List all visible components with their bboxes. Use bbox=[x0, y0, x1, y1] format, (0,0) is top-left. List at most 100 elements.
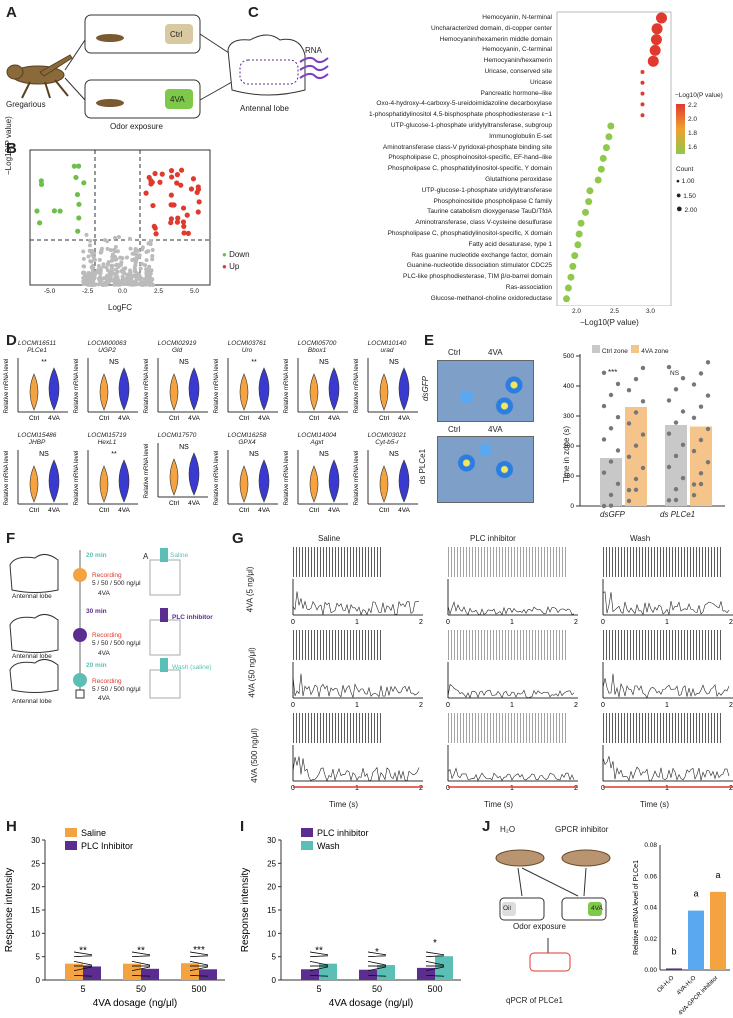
volcano-point-ns bbox=[99, 278, 104, 283]
paired-line bbox=[189, 955, 209, 958]
violin-4va bbox=[258, 459, 270, 503]
x-tick-label: 50 bbox=[136, 984, 146, 994]
rna-squiggle bbox=[299, 56, 329, 80]
enrichment-dotplot bbox=[556, 11, 672, 306]
violin-4va bbox=[48, 367, 60, 411]
psth-xtick: 1 bbox=[665, 619, 669, 625]
volcano-point-ns bbox=[106, 260, 111, 265]
significance-label: ** bbox=[41, 359, 47, 366]
f-recording-1: Recording bbox=[92, 572, 122, 579]
f-lobe-3: Antennal lobe bbox=[12, 698, 52, 705]
bar-4va-zone bbox=[690, 426, 712, 506]
volcano-point-down bbox=[76, 201, 82, 207]
bar bbox=[710, 891, 726, 970]
volcano-point-ns bbox=[137, 273, 142, 278]
paired-line bbox=[189, 951, 209, 956]
f-va-2: 4VA bbox=[98, 650, 110, 657]
y-tick-label: 0.08 bbox=[644, 842, 657, 849]
y-axis-label: Relative mRNA level of PLCe1 bbox=[633, 860, 640, 955]
volcano-point-ns bbox=[125, 272, 130, 277]
paired-line bbox=[189, 960, 209, 966]
data-dot bbox=[705, 393, 711, 398]
volcano-point-ns bbox=[149, 282, 154, 287]
data-dot bbox=[601, 437, 607, 442]
enrichment-dot bbox=[571, 252, 579, 260]
psth-cell: 0 1 2 bbox=[595, 711, 733, 791]
data-dot bbox=[608, 459, 614, 464]
significance-label: * bbox=[375, 947, 379, 958]
enrichment-dot bbox=[640, 91, 645, 96]
legend-swatch-2 bbox=[301, 841, 313, 850]
data-dot bbox=[626, 487, 632, 493]
gene-id: LOCMI03021 bbox=[367, 432, 407, 439]
enrichment-dot bbox=[585, 198, 593, 206]
data-dot bbox=[680, 409, 686, 414]
enrichment-dot bbox=[563, 295, 570, 303]
odor-exposure-label: Odor exposure bbox=[110, 122, 163, 131]
psth-xtick: 2 bbox=[729, 619, 733, 625]
volcano-point-up bbox=[184, 212, 190, 218]
volcano-point-ns bbox=[114, 257, 119, 262]
data-dot bbox=[680, 376, 686, 381]
volcano-point-ns bbox=[105, 246, 110, 251]
violin-ctrl bbox=[239, 465, 249, 503]
volcano-xtick: 2.5 bbox=[154, 288, 164, 295]
spike-raster bbox=[603, 713, 723, 743]
e-ctrl-label-2: Ctrl bbox=[448, 425, 461, 434]
enrichment-dot bbox=[656, 12, 667, 24]
psth-trace bbox=[447, 767, 575, 782]
volcano-point-ns bbox=[146, 241, 151, 246]
significance-label: NS bbox=[179, 444, 189, 451]
bar-ctrl-zone bbox=[600, 458, 622, 506]
psth-histogram: 0 1 2 bbox=[291, 745, 423, 791]
protocol-diagram bbox=[9, 548, 181, 699]
volcano-point-ns bbox=[128, 246, 133, 251]
e-dsgfp-label: dsGFP bbox=[420, 376, 430, 401]
volcano-point-up bbox=[181, 230, 187, 236]
y-tick-label: 0.02 bbox=[644, 936, 657, 943]
volcano-point-ns bbox=[98, 270, 103, 275]
gene-id: LOCMI16258 bbox=[227, 432, 267, 439]
j-gpcr-label: GPCR inhibitor bbox=[555, 825, 609, 834]
volcano-point-ns bbox=[93, 282, 98, 287]
volcano-xtick: -5.0 bbox=[44, 288, 56, 295]
violin-svg: ** Ctrl 4VA Relative mRNA level bbox=[214, 358, 278, 422]
panel-letter-a: A bbox=[6, 4, 17, 21]
x-label-4va: 4VA bbox=[398, 507, 410, 514]
enrichment-dot bbox=[599, 154, 607, 162]
enrichment-term: PLC-like phosphodiesterase, TIM β/α-barr… bbox=[403, 273, 552, 281]
x-label-ctrl: Ctrl bbox=[379, 415, 390, 422]
psth-histogram: 0 1 2 bbox=[601, 662, 733, 708]
psth-histogram: 0 1 2 bbox=[601, 745, 733, 791]
violin-plot: LOCMI05700 Bbox1 NS Ctrl 4VA Relative mRNA le… bbox=[282, 340, 352, 430]
volcano-point-down bbox=[51, 208, 58, 214]
x-label-4va: 4VA bbox=[398, 415, 410, 422]
volcano-point-ns bbox=[84, 232, 89, 237]
data-dot bbox=[691, 493, 697, 498]
psth-xtick: 1 bbox=[355, 702, 359, 708]
volcano-point-ns bbox=[144, 279, 149, 284]
psth-xtick: 2 bbox=[729, 702, 733, 708]
violin-svg: NS Ctrl 4VA Relative mRNA level bbox=[354, 450, 418, 514]
paired-line bbox=[309, 951, 329, 956]
gene-id: LOCMI15486 bbox=[17, 432, 57, 439]
g-xlabel-3: Time (s) bbox=[640, 800, 670, 809]
paired-line bbox=[73, 951, 93, 956]
psth-xtick: 2 bbox=[419, 785, 423, 791]
data-dot bbox=[691, 382, 697, 387]
violin-4va bbox=[118, 367, 130, 411]
g-xlabel-1: Time (s) bbox=[329, 800, 359, 809]
enrichment-term: Uricase bbox=[529, 78, 552, 86]
enrichment-term: Hemocyanin, N-terminal bbox=[482, 14, 552, 21]
y-tick-label: 20 bbox=[31, 883, 40, 892]
violin-4va bbox=[258, 367, 270, 411]
violin-ctrl bbox=[239, 373, 249, 411]
y-tick-label: 0.04 bbox=[644, 905, 657, 912]
x-label-4va: 4VA bbox=[258, 415, 270, 422]
data-dot bbox=[626, 421, 632, 426]
f-doses-2: 5 / 50 / 500 ng/μl bbox=[92, 640, 141, 647]
volcano-point-ns bbox=[88, 280, 93, 285]
e-sig2: NS bbox=[670, 370, 680, 377]
f-lobe-1: Antennal lobe bbox=[12, 593, 52, 600]
volcano-point-down bbox=[76, 215, 82, 221]
